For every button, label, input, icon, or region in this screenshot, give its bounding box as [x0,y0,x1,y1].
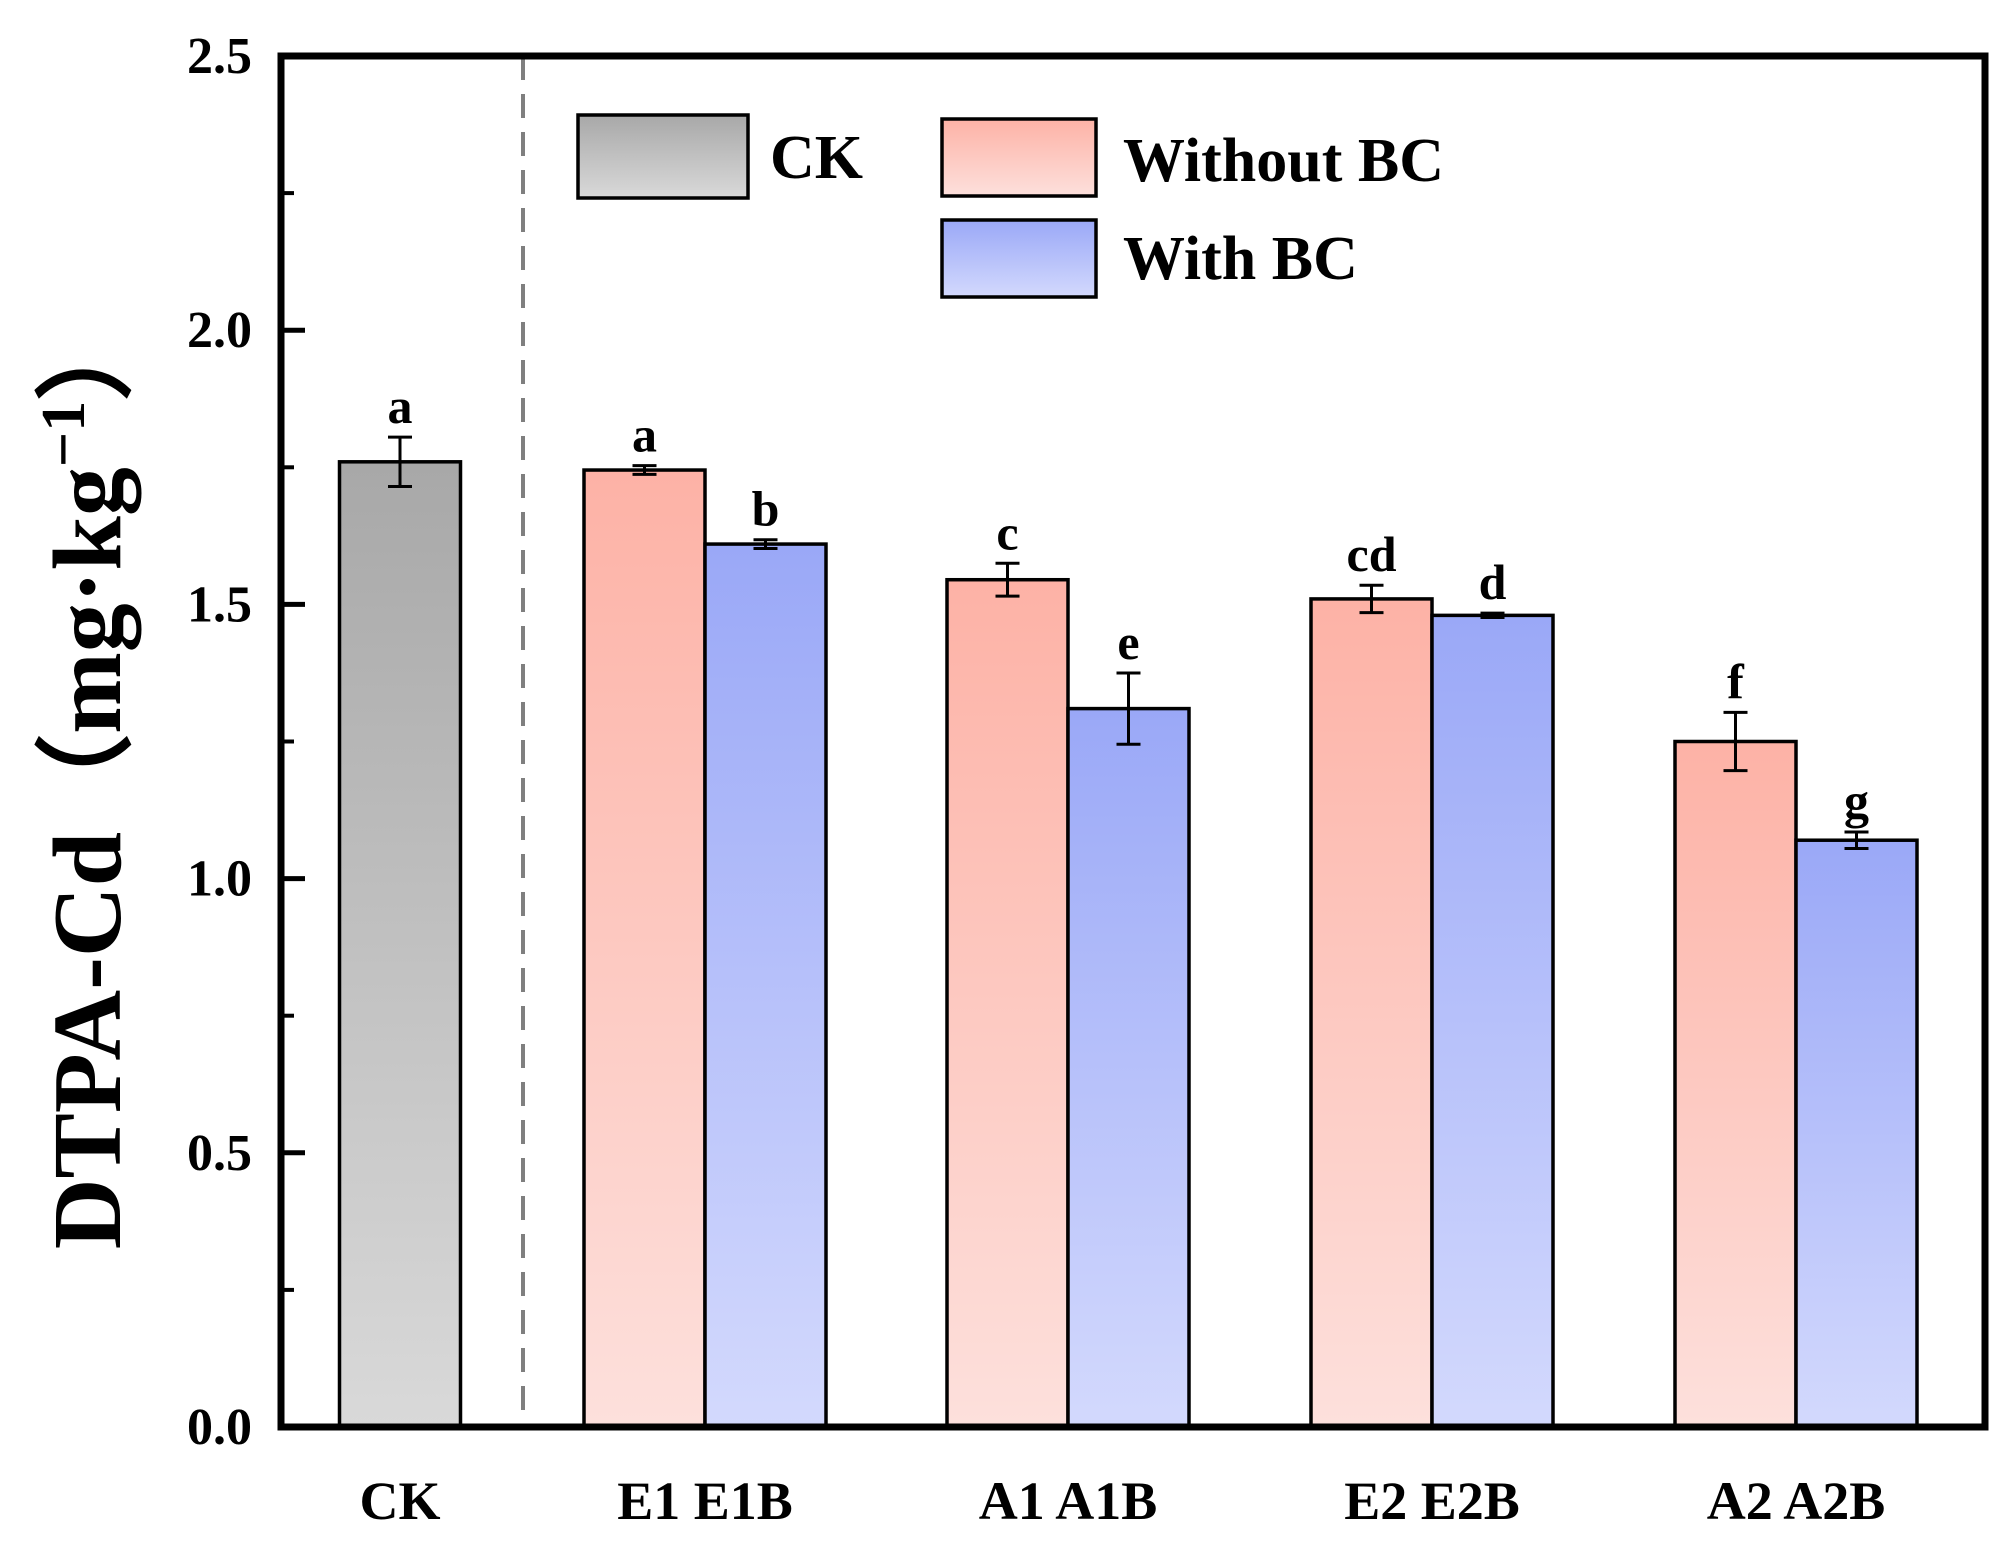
x-tick-label: A2 A2B [1707,1471,1886,1531]
bar-with-bc-3 [1430,613,1555,1429]
bar-without-bc-2 [945,577,1070,1429]
y-tick-label: 2.5 [187,28,252,85]
bar-with-bc-4 [1794,838,1919,1429]
bar-without-bc-4 [1673,739,1798,1429]
error-bar-1-3 [1359,583,1384,615]
error-bar-0-0 [388,435,412,488]
error-bar-2-4 [1844,830,1869,850]
x-tick-label: E2 E2B [1344,1471,1520,1531]
error-bar-2-2 [1116,671,1141,746]
significance-letters-layer: a a c cd f b e d g [388,378,1870,829]
significance-letter: c [996,504,1018,560]
legend-swatch [940,218,1098,299]
bars-layer [337,460,1919,1429]
error-bar-1-2 [995,561,1020,598]
bar-without-bc-1 [582,468,707,1429]
legend: CK Without BC With BC [576,113,1444,299]
error-bars-layer [388,435,1869,850]
significance-letter: a [388,378,413,434]
error-bar-1-4 [1723,710,1748,773]
y-axis-label-main: DTPA-Cd（mg·kg [34,467,142,1249]
x-axis: CK E1 E1B A1 A1B E2 E2B A2 A2B [360,1471,1886,1531]
legend-swatch [576,113,750,200]
y-tick-label: 2.0 [187,302,252,359]
significance-letter: b [752,481,780,537]
y-axis-label-close: ） [34,303,142,401]
significance-letter: e [1117,614,1139,670]
legend-swatch [940,117,1098,198]
bar-without-bc-3 [1309,597,1434,1429]
significance-letter: g [1844,773,1869,829]
y-tick-label: 1.0 [187,851,252,908]
bar-with-bc-2 [1066,706,1191,1429]
legend-item-ck: CK [576,113,863,200]
y-axis: 0.0 0.5 1.0 1.5 2.0 2.5 [187,28,305,1456]
significance-letter: a [632,407,657,463]
bar-ck-0 [337,460,463,1429]
y-tick-label: 1.5 [187,576,252,633]
x-tick-label: E1 E1B [617,1471,793,1531]
x-tick-label: CK [360,1471,441,1531]
legend-item-with-bc: With BC [940,218,1358,299]
significance-letter: cd [1347,526,1397,582]
error-bar-1-1 [632,464,657,476]
y-axis-label-superscript: −1 [30,401,98,467]
legend-label: Without BC [1123,127,1444,195]
x-tick-label: A1 A1B [979,1471,1158,1531]
y-tick-label: 0.0 [187,1399,252,1456]
significance-letter: d [1479,554,1507,610]
y-tick-label: 0.5 [187,1125,252,1182]
error-bar-2-3 [1480,611,1505,620]
y-axis-label: DTPA-Cd（mg·kg−1） [30,303,142,1250]
significance-letter: f [1727,653,1745,709]
legend-label: With BC [1123,225,1358,293]
error-bar-2-1 [753,538,778,550]
legend-item-without-bc: Without BC [940,117,1444,198]
legend-label: CK [770,124,863,192]
bar-with-bc-1 [703,542,828,1429]
